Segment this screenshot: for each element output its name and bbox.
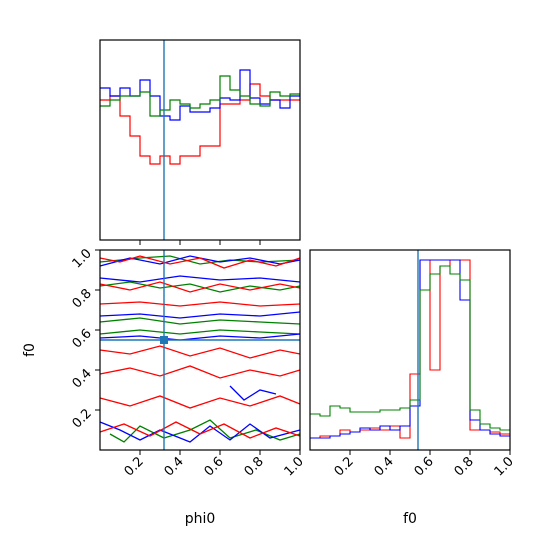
- f0-histogram-panel: 0.2 0.4 0.6 0.8 1.0 f0: [309, 249, 517, 527]
- contour-xtick-label-0: 0.2: [122, 454, 147, 479]
- phi0-f0-contour-panel: 0.2 0.4 0.6 0.8 1.0 0.2 0.4 0.6 0.8 1.0 phi0 f0: [22, 246, 307, 527]
- f0-xtick-label-3: 0.8: [452, 454, 477, 479]
- f0-hist-series-2: [310, 265, 510, 431]
- y-axis-label-f0: f0: [22, 343, 38, 357]
- contour-xtick-label-3: 0.8: [242, 454, 267, 479]
- contour-line-2-4: [99, 365, 301, 379]
- contour-line-1-2: [99, 311, 301, 319]
- contour-xtick-label-1: 0.4: [162, 454, 187, 479]
- contour-line-2-2: [99, 301, 301, 307]
- contour-truth-marker: [160, 336, 168, 344]
- contour-ytick-label-4: 1.0: [70, 246, 95, 271]
- phi0-histogram-frame: [99, 39, 301, 241]
- phi0-hist-series-0: [100, 83, 300, 165]
- contour-ytick-label-3: 0.8: [70, 286, 95, 311]
- phi0-histogram-panel: [99, 39, 301, 245]
- contour-line-2-3: [99, 345, 301, 359]
- contour-ytick-label-2: 0.6: [70, 326, 95, 351]
- phi0-hist-series-2: [100, 75, 300, 117]
- contour-line-1-3: [99, 333, 301, 341]
- contour-line-2-6: [99, 421, 301, 439]
- contour-ytick-label-1: 0.4: [70, 366, 95, 391]
- x-axis-label-phi0: phi0: [185, 511, 216, 527]
- contour-line-2-1: [99, 281, 301, 293]
- f0-hist-series-0: [310, 259, 510, 439]
- contour-ytick-label-0: 0.2: [70, 406, 95, 431]
- contour-line-2-0: [99, 255, 301, 269]
- contour-line-1-0: [99, 255, 301, 267]
- f0-xtick-label-1: 0.4: [372, 454, 397, 479]
- contour-line-0-3: [99, 329, 301, 335]
- contour-frame: [99, 249, 301, 451]
- f0-xtick-label-0: 0.2: [332, 454, 357, 479]
- f0-xtick-label-2: 0.6: [412, 454, 437, 479]
- x-axis-label-f0: f0: [403, 511, 417, 527]
- f0-histogram-frame: [309, 249, 511, 451]
- contour-xtick-label-4: 1.0: [282, 454, 307, 479]
- contour-line-2-5: [99, 395, 301, 409]
- contour-line-0-4: [109, 419, 301, 443]
- contour-line-1-5: [229, 385, 277, 401]
- contour-line-1-1: [99, 275, 301, 283]
- contour-line-0-2: [99, 317, 301, 325]
- contour-line-0-0: [99, 255, 301, 265]
- f0-xtick-label-4: 1.0: [492, 454, 517, 479]
- contour-xtick-label-2: 0.6: [202, 454, 227, 479]
